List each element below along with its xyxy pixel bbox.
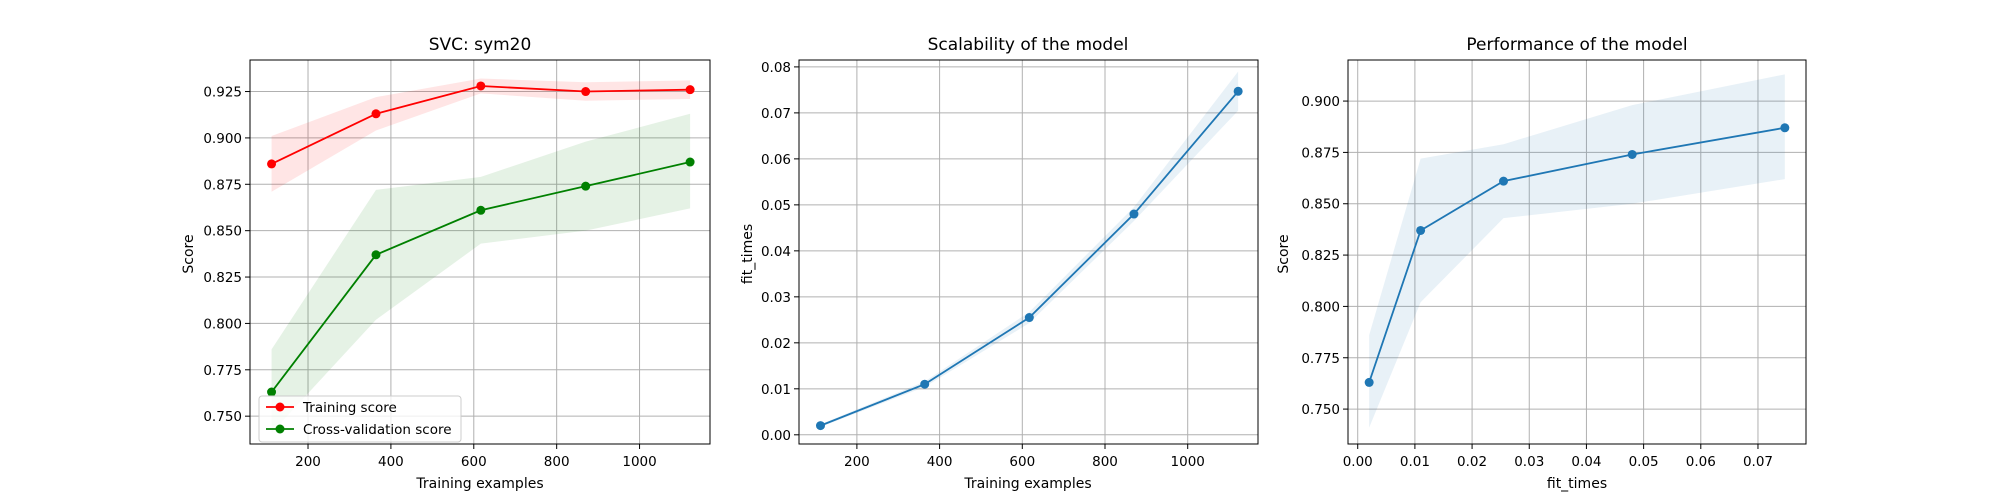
x-tick-label: 1000 (622, 454, 656, 470)
x-tick-label: 0.07 (1743, 454, 1773, 470)
legend-cv-label: Cross-validation score (303, 422, 452, 438)
y-axis-label: fit_times (740, 224, 756, 284)
y-tick-label: 0.850 (203, 224, 242, 240)
x-axis-label: Training examples (415, 476, 543, 492)
y-tick-label: 0.05 (761, 198, 791, 214)
data-point (1024, 313, 1034, 323)
data-point (267, 387, 277, 397)
y-tick-label: 0.875 (203, 177, 242, 193)
data-point (1364, 377, 1374, 387)
scalability-panel: 200 400 600 800 1000 0.00 0.01 0.02 0.03 0.04 0.05… (740, 35, 1259, 492)
data-point (685, 157, 695, 167)
legend-frame (258, 395, 462, 443)
x-tick-label: 400 (927, 454, 953, 470)
x-tick-label: 200 (295, 454, 321, 470)
x-tick-label: 800 (1092, 454, 1118, 470)
data-point (1499, 176, 1509, 186)
y-tick-label: 0.850 (1301, 197, 1340, 213)
data-point (685, 85, 695, 95)
axes-frame (798, 59, 1259, 445)
axes-frame (1347, 59, 1807, 445)
x-axis-label: fit_times (1547, 476, 1607, 492)
data-point (1233, 86, 1243, 96)
legend-cv-marker (275, 424, 285, 434)
data-point (476, 205, 486, 215)
y-tick-label: 0.775 (203, 363, 242, 379)
y-tick-label: 0.800 (203, 316, 242, 332)
data-point (920, 379, 930, 389)
plot-area: 200 400 600 800 1000 0.750 0.775 0.800 0.825 0.85… (203, 59, 711, 470)
y-tick-label: 0.00 (761, 428, 791, 444)
y-tick-label: 0.775 (1301, 351, 1340, 367)
y-tick-label: 0.08 (761, 60, 791, 76)
data-point (267, 159, 277, 169)
data-point (371, 109, 381, 119)
data-point (371, 250, 381, 260)
learning-curve-panel: 200 400 600 800 1000 0.750 0.775 0.800 0.825 0.85… (181, 35, 711, 492)
data-point (476, 81, 486, 91)
data-point (816, 421, 826, 431)
data-point (1129, 209, 1139, 219)
y-tick-label: 0.06 (761, 152, 791, 168)
data-point (1627, 149, 1637, 159)
performance-panel: 0.00 0.01 0.02 0.03 0.04 0.05 0.06 0.07 0.750 0.7… (1276, 35, 1807, 492)
y-tick-label: 0.825 (203, 270, 242, 286)
x-tick-label: 0.05 (1629, 454, 1659, 470)
y-tick-label: 0.750 (203, 409, 242, 425)
x-tick-label: 400 (378, 454, 404, 470)
y-tick-label: 0.01 (761, 382, 791, 398)
x-tick-label: 200 (844, 454, 870, 470)
x-tick-label: 0.00 (1343, 454, 1373, 470)
chart-title: SVC: sym20 (429, 35, 532, 55)
y-tick-label: 0.03 (761, 290, 791, 306)
y-tick-label: 0.825 (1301, 248, 1340, 264)
x-tick-label: 600 (1009, 454, 1035, 470)
legend-training-marker (275, 402, 285, 412)
plot-area: 0.00 0.01 0.02 0.03 0.04 0.05 0.06 0.07 0.750 0.7… (1301, 59, 1807, 470)
y-tick-label: 0.800 (1301, 299, 1340, 315)
chart-title: Scalability of the model (928, 35, 1129, 55)
y-tick-label: 0.875 (1301, 145, 1340, 161)
y-tick-label: 0.750 (1301, 402, 1340, 418)
legend-training-label: Training score (302, 400, 397, 416)
x-tick-label: 1000 (1171, 454, 1205, 470)
x-tick-label: 600 (461, 454, 487, 470)
y-axis-label: Score (181, 234, 197, 273)
x-tick-label: 0.04 (1571, 454, 1601, 470)
y-tick-label: 0.07 (761, 106, 791, 122)
y-tick-label: 0.02 (761, 336, 791, 352)
x-axis-label: Training examples (963, 476, 1091, 492)
data-point (1416, 225, 1426, 235)
x-tick-label: 0.02 (1457, 454, 1487, 470)
confidence-band (271, 113, 691, 433)
y-tick-label: 0.04 (761, 244, 791, 260)
data-point (581, 181, 591, 191)
y-tick-label: 0.900 (203, 131, 242, 147)
x-tick-label: 0.03 (1514, 454, 1544, 470)
axes-frame (249, 59, 711, 445)
legend: Training score Cross-validation score (258, 395, 462, 443)
plot-area: 200 400 600 800 1000 0.00 0.01 0.02 0.03 0.04 0.05… (761, 59, 1259, 470)
data-point (581, 87, 591, 97)
x-tick-label: 0.01 (1400, 454, 1430, 470)
confidence-band (271, 78, 691, 192)
y-axis-label: Score (1276, 234, 1292, 273)
chart-title: Performance of the model (1466, 35, 1687, 55)
x-tick-label: 0.06 (1686, 454, 1716, 470)
x-tick-label: 800 (544, 454, 570, 470)
confidence-band (1369, 74, 1785, 428)
y-tick-label: 0.925 (203, 85, 242, 101)
y-tick-label: 0.900 (1301, 94, 1340, 110)
data-point (1780, 123, 1790, 133)
